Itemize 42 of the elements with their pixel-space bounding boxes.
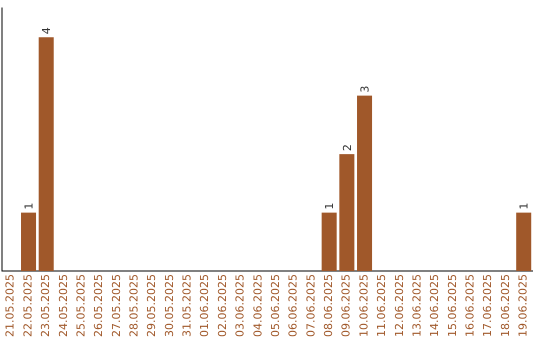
x-tick-label: 26.05.2025 (92, 274, 106, 338)
x-tick-label: 05.06.2025 (268, 274, 282, 338)
data-label: 3 (358, 86, 372, 93)
x-tick-label: 30.05.2025 (162, 274, 176, 338)
data-label: 2 (340, 144, 354, 152)
x-tick-label: 01.06.2025 (198, 274, 212, 338)
x-tick-label: 14.06.2025 (428, 274, 442, 338)
x-tick-label: 16.06.2025 (464, 274, 477, 338)
bar (516, 212, 532, 272)
x-tick-label: 15.06.2025 (446, 274, 459, 338)
x-tick-label: 12.06.2025 (392, 274, 406, 338)
x-tick-label: 27.05.2025 (110, 274, 123, 338)
x-tick-label: 09.06.2025 (340, 274, 353, 338)
bar (339, 154, 354, 272)
x-tick-label: 19.06.2025 (516, 274, 530, 338)
bar (322, 212, 337, 272)
x-tick-label: 04.06.2025 (251, 274, 264, 338)
x-tick-label: 21.05.2025 (4, 274, 17, 338)
data-label: 1 (22, 202, 36, 210)
x-tick-label: 11.06.2025 (375, 274, 388, 338)
x-tick-label: 02.06.2025 (216, 274, 229, 338)
bar (357, 96, 372, 272)
x-tick-label: 03.06.2025 (234, 274, 247, 338)
bar (38, 37, 54, 272)
x-tick-label: 22.05.2025 (21, 274, 34, 338)
x-tick-label: 17.06.2025 (481, 274, 494, 338)
data-label: 1 (323, 202, 336, 210)
x-tick-label: 18.06.2025 (498, 274, 512, 338)
x-tick-label: 23.05.2025 (39, 274, 52, 338)
x-tick-label: 13.06.2025 (410, 274, 424, 338)
x-tick-label: 28.05.2025 (127, 274, 140, 338)
x-tick-label: 31.05.2025 (180, 274, 194, 338)
data-label: 4 (40, 27, 54, 34)
x-tick-label: 06.06.2025 (286, 274, 300, 338)
x-tick-label: 10.06.2025 (357, 274, 370, 338)
data-label: 1 (518, 202, 531, 210)
x-tick-label: 25.05.2025 (74, 274, 88, 338)
x-tick-label: 29.05.2025 (145, 274, 158, 338)
bar (21, 212, 36, 272)
x-tick-label: 07.06.2025 (304, 274, 318, 338)
x-tick-label: 24.05.2025 (56, 274, 70, 338)
x-tick-label: 08.06.2025 (322, 274, 336, 338)
